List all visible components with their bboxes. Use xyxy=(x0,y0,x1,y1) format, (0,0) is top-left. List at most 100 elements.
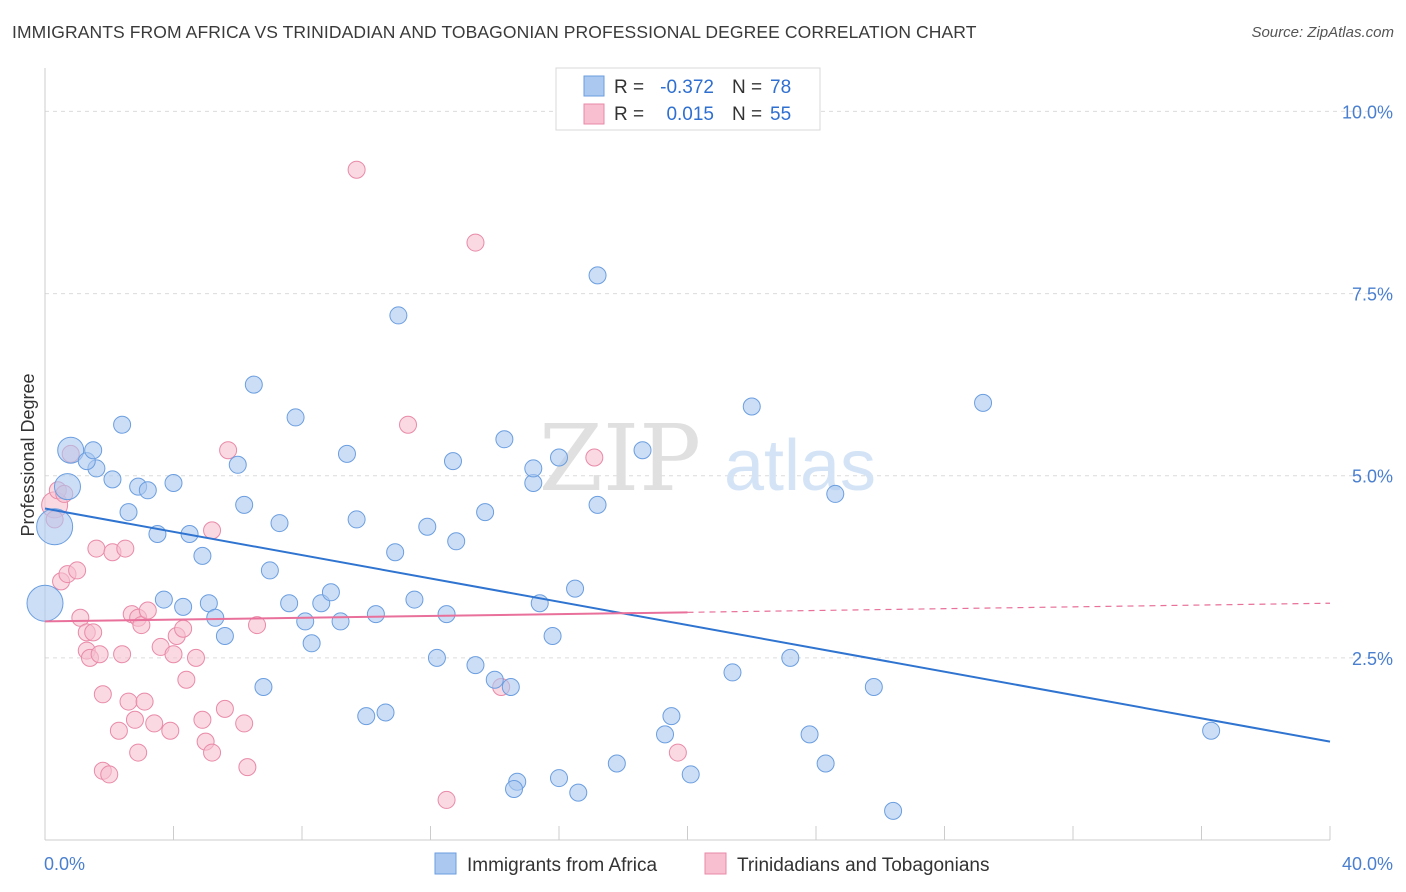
point-trinidad xyxy=(109,721,128,740)
point-africa xyxy=(57,436,85,464)
legend-swatch-blue xyxy=(583,75,605,97)
point-africa xyxy=(154,590,173,609)
chart-title: IMMIGRANTS FROM AFRICA VS TRINIDADIAN AN… xyxy=(12,22,977,42)
point-trinidad xyxy=(161,721,180,740)
point-africa xyxy=(164,474,183,492)
point-africa xyxy=(337,444,356,463)
point-trinidad xyxy=(235,714,254,733)
point-africa xyxy=(884,801,903,820)
point-trinidad xyxy=(466,233,485,252)
point-africa xyxy=(321,583,340,602)
point-africa xyxy=(974,393,993,412)
point-africa xyxy=(331,612,350,631)
legend-r-label-1: R = xyxy=(614,77,644,98)
point-trinidad xyxy=(668,743,687,762)
point-trinidad xyxy=(203,743,222,762)
point-trinidad xyxy=(238,758,257,777)
point-africa xyxy=(244,375,263,394)
point-africa xyxy=(681,765,700,784)
axes xyxy=(44,68,1331,841)
gridlines xyxy=(45,110,1370,659)
point-africa xyxy=(302,634,321,653)
point-africa xyxy=(566,579,585,598)
legend-n-value-2: 55 xyxy=(770,104,791,125)
point-africa xyxy=(228,455,247,474)
point-trinidad xyxy=(193,710,212,729)
point-africa xyxy=(800,725,819,744)
point-africa xyxy=(389,306,408,325)
point-africa xyxy=(260,561,279,580)
point-africa xyxy=(270,514,289,533)
point-africa xyxy=(174,597,193,616)
trend-line-trinidad-extrapolated xyxy=(687,602,1331,613)
point-africa xyxy=(550,769,568,788)
legend-n-label-1: N = xyxy=(732,77,762,98)
series-legend-label-africa: Immigrants from Africa xyxy=(467,855,657,876)
data-points xyxy=(26,160,1221,820)
series-legend: Immigrants from Africa Trinidadians and … xyxy=(434,852,989,876)
point-africa xyxy=(723,663,742,682)
point-trinidad xyxy=(116,539,135,558)
point-africa xyxy=(427,648,446,667)
point-africa xyxy=(781,648,800,667)
point-trinidad xyxy=(347,160,366,179)
trend-lines xyxy=(44,507,1331,743)
point-africa xyxy=(376,703,395,722)
point-trinidad xyxy=(145,714,164,733)
point-africa xyxy=(633,441,652,460)
legend-swatch-pink xyxy=(583,103,605,125)
trend-line-africa xyxy=(44,507,1331,743)
point-africa xyxy=(405,590,424,609)
y-tick-label: 10.0% xyxy=(1342,102,1393,122)
point-africa xyxy=(235,495,254,514)
x-tick-label: 40.0% xyxy=(1342,854,1393,874)
legend-n-value-1: 78 xyxy=(770,77,791,98)
point-africa xyxy=(36,508,74,546)
y-axis-label: Professional Degree xyxy=(18,373,38,536)
point-africa xyxy=(495,430,514,449)
point-africa xyxy=(193,546,212,565)
point-trinidad xyxy=(129,743,148,762)
point-trinidad xyxy=(125,710,144,729)
point-trinidad xyxy=(174,619,193,638)
point-africa xyxy=(524,459,543,478)
point-africa xyxy=(366,605,385,624)
point-trinidad xyxy=(87,539,106,558)
point-africa xyxy=(26,584,64,622)
point-africa xyxy=(280,594,299,613)
point-africa xyxy=(826,484,845,503)
point-africa xyxy=(418,517,437,536)
series-legend-swatch-africa xyxy=(434,852,457,875)
point-africa xyxy=(357,707,376,726)
point-trinidad xyxy=(113,645,132,664)
point-africa xyxy=(501,678,520,696)
point-africa xyxy=(206,608,225,627)
point-africa xyxy=(485,670,504,689)
point-africa xyxy=(254,678,273,696)
watermark-atlas: atlas xyxy=(724,426,876,506)
point-trinidad xyxy=(219,441,238,460)
point-africa xyxy=(386,543,405,562)
point-africa xyxy=(437,605,456,624)
point-trinidad xyxy=(100,765,119,784)
point-trinidad xyxy=(138,601,157,620)
point-africa xyxy=(215,627,234,645)
x-tick-label: 0.0% xyxy=(44,854,85,874)
point-africa xyxy=(113,415,132,434)
legend-r-label-2: R = xyxy=(614,104,644,125)
point-africa xyxy=(447,532,466,551)
legend-r-value-2: 0.015 xyxy=(666,104,714,125)
point-trinidad xyxy=(203,521,222,540)
point-trinidad xyxy=(215,699,234,718)
point-africa xyxy=(296,612,315,631)
trend-line-trinidad xyxy=(44,611,688,623)
legend-r-value-1: -0.372 xyxy=(660,77,714,98)
point-africa xyxy=(53,473,81,501)
point-africa xyxy=(443,452,462,471)
point-trinidad xyxy=(135,692,154,711)
y-tick-label: 7.5% xyxy=(1352,285,1393,305)
point-africa xyxy=(119,503,138,522)
point-trinidad xyxy=(437,790,456,809)
point-africa xyxy=(1202,721,1221,740)
